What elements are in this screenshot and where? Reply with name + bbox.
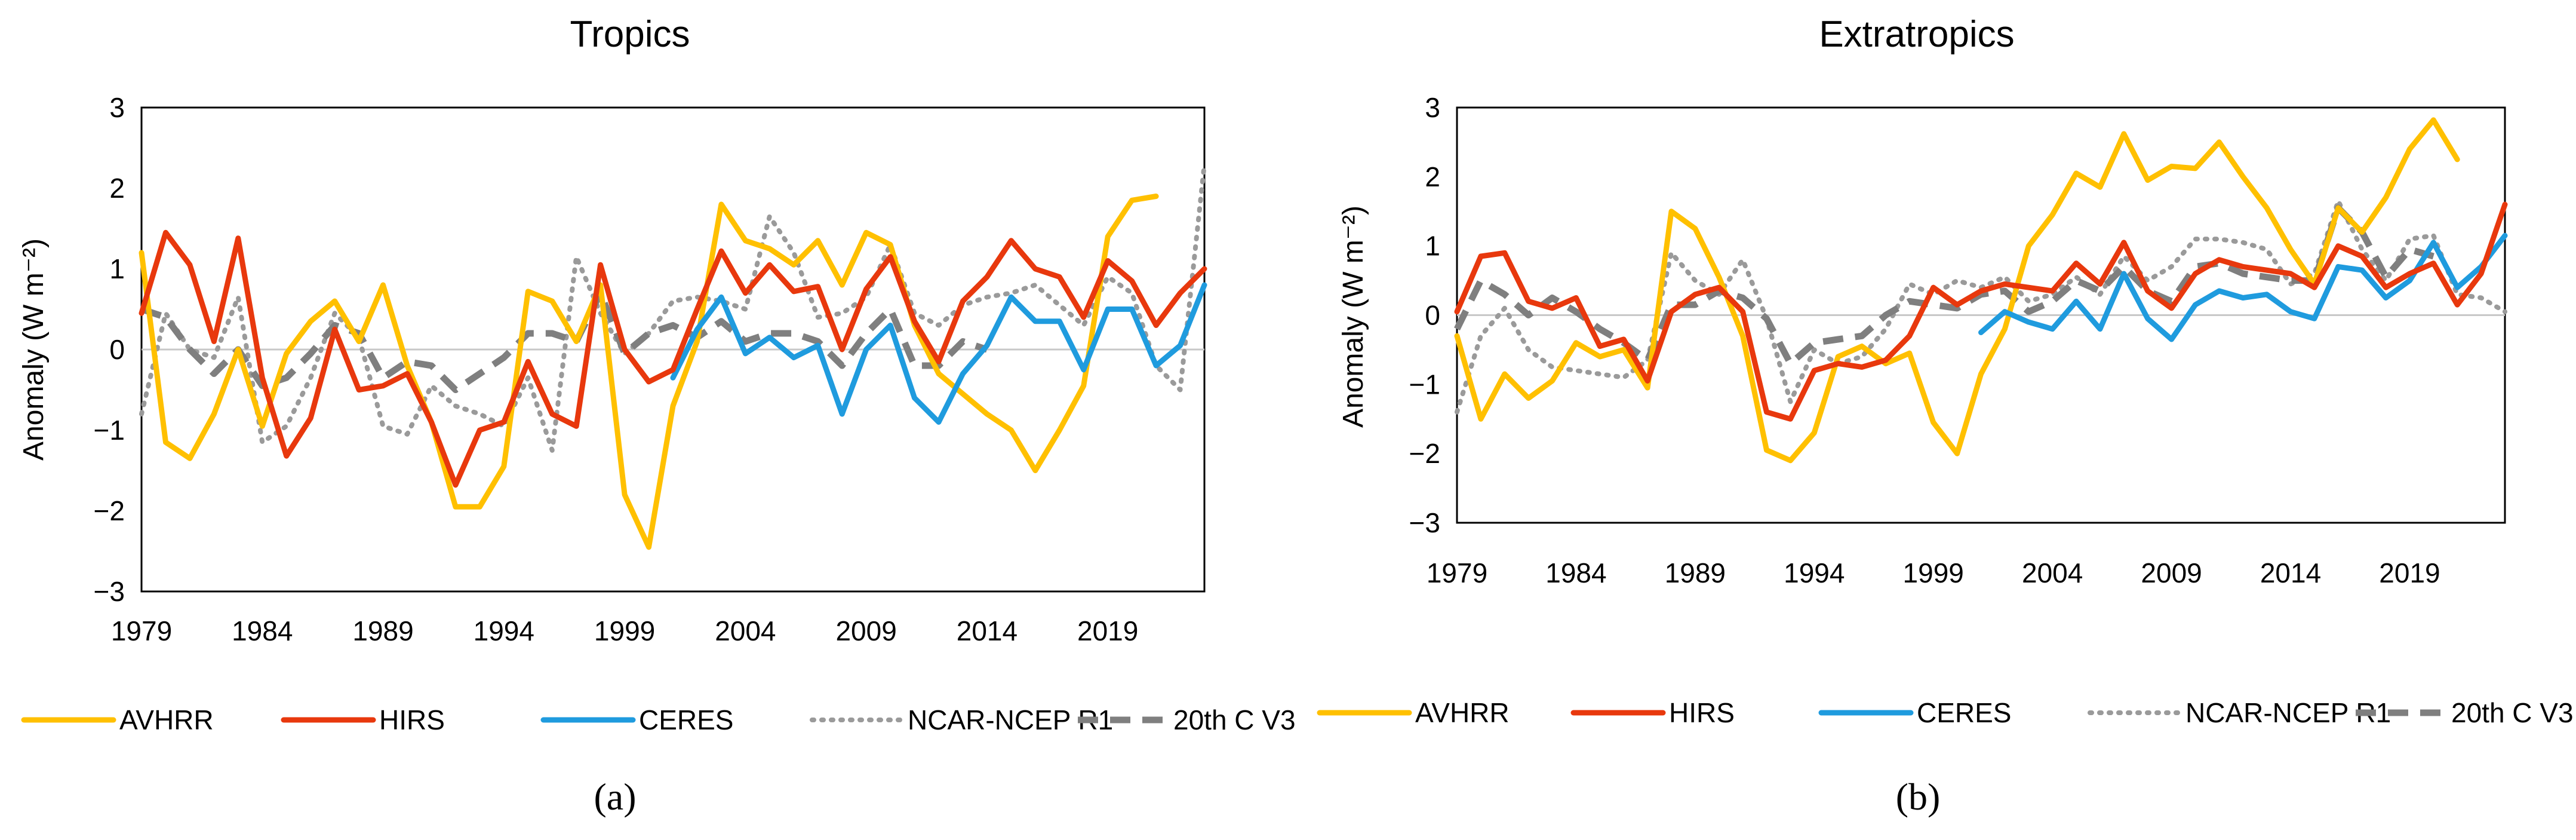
y-tick-label: −3 [94,576,125,607]
legend-item: AVHRR [1317,697,1510,728]
legend-item: HIRS [281,704,445,735]
legend-label: CERES [639,704,733,735]
legend-label: HIRS [379,704,445,735]
series-line-ncar-ncep-r1 [139,161,1207,453]
series-line-hirs [139,229,1207,488]
y-tick-label: 0 [1425,300,1440,331]
legend-label: AVHRR [119,704,214,735]
y-axis-label-extratropics: Anomaly (W m⁻²) [1338,206,1369,428]
series-line-ceres [670,282,1207,425]
legend-label: 20th C V3 [2451,697,2574,728]
legend-item: 20th C V3 [1078,704,1296,735]
x-tick-label: 1984 [232,615,293,646]
x-tick-label: 1984 [1545,557,1606,588]
y-tick-label: 3 [1425,92,1440,123]
y-tick-label: 0 [109,334,125,365]
chart-title-tropics: Tropics [570,14,690,55]
y-axis-label-tropics: Anomaly (W m⁻²) [18,238,50,461]
legend-label: 20th C V3 [1173,704,1296,735]
x-tick-label: 2014 [957,615,1018,646]
x-tick-label: 1994 [1784,557,1845,588]
y-tick-label: −2 [94,495,125,526]
y-tick-label: −2 [1409,438,1440,469]
x-tick-label: 1979 [1427,557,1487,588]
x-tick-label: 1999 [594,615,655,646]
x-tick-label: 2009 [2141,557,2202,588]
x-tick-label: 2019 [2379,557,2440,588]
y-tick-label: −1 [1409,369,1440,400]
x-tick-label: 2019 [1077,615,1138,646]
x-tick-label: 2004 [715,615,776,646]
y-tick-label: −3 [1409,507,1440,538]
legend-item: NCAR-NCEP R1 [810,704,1113,735]
series-line-20th-c-v3 [140,290,988,393]
x-tick-label: 2014 [2260,557,2321,588]
y-tick-label: 1 [1425,231,1440,262]
y-tick-label: 1 [109,253,125,284]
panel-extratropics: Extratropics 3 2 1 0 −1 −2 −3 1979 1984 1989 1994… [1317,14,2574,818]
y-ticks-extratropics: 3 2 1 0 −1 −2 −3 [1409,92,1440,538]
legend-item: CERES [1818,697,2011,728]
legend-label: CERES [1917,697,2011,728]
x-ticks-extratropics: 1979 1984 1989 1994 1999 2004 2009 2014 2019 [1427,557,2440,588]
legend-label: AVHRR [1415,697,1510,728]
legend-item: NCAR-NCEP R1 [2088,697,2391,728]
legend-item: AVHRR [21,704,214,735]
series-line-avhrr [139,194,1159,550]
legend-label: HIRS [1669,697,1735,728]
x-ticks-tropics: 1979 1984 1989 1994 1999 2004 2009 2014 2019 [111,615,1139,646]
y-tick-label: 3 [109,92,125,123]
y-tick-label: 2 [1425,161,1440,192]
panel-tropics: Tropics 3 2 1 0 −1 −2 −3 1979 1984 1989 1994 1999 2… [18,14,1296,818]
x-tick-label: 2009 [835,615,896,646]
panel-label-b: (b) [1896,775,1941,818]
legend-extratropics: AVHRR HIRS CERES NCAR-NCEP R1 20th C V3 [1317,697,2574,728]
x-tick-label: 1979 [111,615,172,646]
x-tick-label: 1999 [1903,557,1964,588]
panel-label-a: (a) [594,775,636,818]
series-line-20th-c-v3 [1454,204,2434,367]
x-tick-label: 1989 [352,615,413,646]
chart-title-extratropics: Extratropics [1819,14,2014,55]
x-tick-label: 2004 [2022,557,2083,588]
series-group-extratropics [1454,117,2508,464]
y-tick-label: 2 [109,173,125,204]
legend-item: HIRS [1570,697,1735,728]
legend-item: CERES [540,704,733,735]
x-tick-label: 1989 [1665,557,1726,588]
legend-tropics: AVHRR HIRS CERES NCAR-NCEP R1 20th C V3 [21,704,1296,735]
legend-item: 20th C V3 [2356,697,2574,728]
y-ticks-tropics: 3 2 1 0 −1 −2 −3 [94,92,125,607]
y-tick-label: −1 [94,415,125,446]
series-line-avhrr [1454,117,2460,464]
series-line-hirs [1454,201,2508,422]
series-group-tropics [139,161,1207,550]
x-tick-label: 1994 [474,615,534,646]
